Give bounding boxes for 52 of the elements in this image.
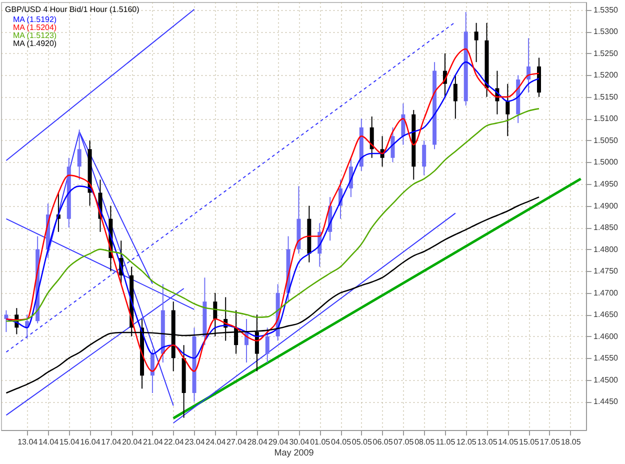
- chart-title: GBP/USD 4 Hour Bid/1 Hour (1.5160): [5, 5, 140, 14]
- x-axis-title: May 2009: [274, 448, 314, 458]
- y-tick-label: 1.4650: [594, 310, 619, 320]
- y-tick-label: 1.5200: [594, 70, 619, 80]
- text: MA (1.5204): [13, 23, 57, 32]
- y-tick-label: 1.4950: [594, 180, 619, 188]
- x-tick-label: 11.05: [436, 438, 456, 446]
- x-tick-label: 17.05: [540, 438, 560, 446]
- y-tick-label: 1.4550: [594, 354, 619, 363]
- x-tick-label: 18.05: [560, 438, 582, 446]
- x-tick-label: 06.05: [372, 438, 394, 446]
- x-tick-label: 13.05: [477, 438, 498, 446]
- x-tick-label: 12.05: [456, 438, 477, 446]
- x-tick-label: 20.04: [122, 438, 143, 446]
- x-tick-label: 24.04: [206, 438, 226, 446]
- x-tick-label: 27.04: [226, 438, 248, 446]
- x-tick-label: 28.04: [247, 438, 268, 446]
- y-tick-label: 1.4700: [594, 288, 619, 298]
- y-tick-label: 1.4800: [594, 244, 619, 254]
- y-tick-label: 1.5300: [594, 27, 619, 36]
- text: MA (1.5192): [13, 15, 57, 24]
- x-tick-label: 13.04: [18, 438, 38, 446]
- text: MA (1.5123): [13, 31, 57, 40]
- x-tick-label: 23.04: [184, 438, 206, 446]
- y-tick-label: 1.5050: [594, 136, 619, 145]
- x-tick-label: 14.05: [498, 438, 519, 446]
- y-tick-label: 1.5250: [594, 48, 619, 58]
- x-tick-label: 17.04: [101, 438, 122, 446]
- y-tick-label: 1.4450: [594, 397, 619, 406]
- y-tick-label: 1.4900: [594, 201, 619, 210]
- x-tick-label: 01.05: [310, 438, 331, 446]
- y-tick-label: 1.5000: [594, 158, 619, 167]
- x-tick-label: 05.05: [352, 438, 372, 446]
- x-tick-label: 30.04: [289, 438, 310, 446]
- y-tick-label: 1.5100: [594, 114, 619, 124]
- x-tick-label: 14.04: [38, 438, 60, 446]
- x-tick-label: 07.05: [394, 438, 414, 446]
- y-tick-label: 1.4600: [594, 332, 619, 341]
- x-tick-label: 04.05: [330, 438, 352, 446]
- x-tick-label: 22.04: [164, 438, 184, 446]
- y-tick-label: 1.5150: [594, 92, 619, 102]
- y-tick-label: 1.4750: [594, 266, 619, 276]
- x-tick-label: 15.04: [59, 438, 80, 446]
- x-tick-label: 15.05: [519, 438, 540, 446]
- x-tick-label: 16.04: [80, 438, 101, 446]
- y-tick-label: 1.4850: [594, 223, 619, 232]
- x-tick-label: 08.05: [414, 438, 436, 446]
- x-tick-label: 21.04: [142, 438, 164, 446]
- y-tick-label: 1.4500: [594, 375, 619, 384]
- x-tick-label: 29.04: [268, 438, 289, 446]
- text: MA (1.4920): [13, 39, 57, 48]
- y-tick-label: 1.5350: [594, 5, 619, 14]
